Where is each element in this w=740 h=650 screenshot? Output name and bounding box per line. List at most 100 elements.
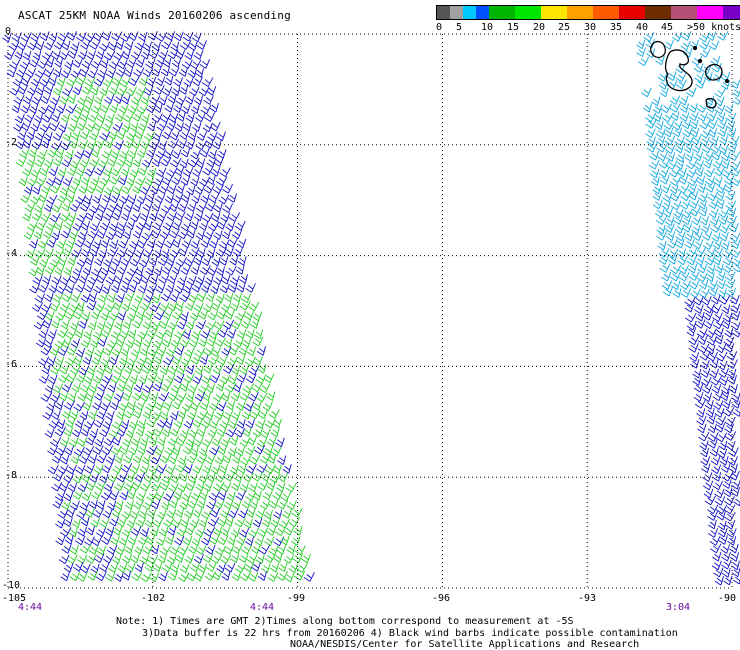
wind-barb (189, 562, 201, 572)
wind-barb (129, 256, 142, 267)
wind-barb (201, 418, 212, 429)
wind-barb (51, 202, 63, 213)
wind-barb (204, 454, 216, 465)
wind-barb (79, 112, 90, 122)
wind-barb (201, 535, 212, 546)
wind-barb (139, 346, 149, 357)
wind-barb (252, 336, 264, 347)
wind-barb (179, 337, 191, 348)
wind-barb (149, 364, 160, 375)
wind-barb (179, 130, 190, 140)
wind-barb (81, 472, 92, 483)
wind-barb (26, 130, 36, 140)
wind-barb (96, 545, 107, 556)
wind-barb (66, 554, 78, 564)
legend-label: 5 (456, 22, 463, 33)
wind-barb (104, 302, 116, 313)
wind-barb (171, 265, 181, 275)
wind-barb (210, 167, 221, 177)
wind-barb (193, 256, 203, 266)
wind-barb (59, 185, 70, 196)
wind-barb (145, 192, 155, 203)
wind-barb (34, 293, 46, 303)
wind-barb (661, 200, 671, 211)
wind-barb (18, 176, 28, 186)
wind-barb (257, 480, 269, 491)
wind-barb (682, 222, 692, 233)
wind-barb (67, 392, 77, 402)
wind-barb (202, 482, 213, 492)
wind-barb (115, 545, 126, 556)
wind-barb (94, 256, 105, 266)
wind-barb (165, 347, 177, 357)
wind-barb (57, 328, 69, 339)
wind-barb (100, 238, 110, 249)
wind-barb (55, 446, 67, 456)
wind-barb (116, 247, 128, 258)
wind-barb (129, 464, 141, 474)
wind-barb (672, 120, 683, 131)
wind-barb (702, 310, 714, 321)
wind-barb (162, 86, 173, 97)
wind-barb (195, 68, 204, 78)
wind-barb (39, 77, 51, 87)
wind-barb (170, 41, 180, 52)
wind-barb (93, 329, 103, 340)
wind-barb (155, 374, 165, 385)
wind-barb (224, 292, 234, 303)
wind-barb (134, 266, 144, 277)
wind-barb (231, 481, 241, 491)
wind-barb (152, 248, 162, 258)
wind-barb (223, 499, 234, 510)
wind-barb (112, 436, 122, 446)
wind-barb (136, 238, 148, 249)
wind-barb (257, 571, 268, 581)
wind-barb (179, 40, 192, 50)
wind-barb (248, 572, 259, 582)
wind-barb (270, 517, 281, 528)
wind-barb (72, 356, 83, 366)
wind-barb (670, 264, 682, 275)
wind-barb (151, 113, 163, 123)
wind-barb (251, 382, 263, 393)
wind-barb (99, 427, 111, 437)
wind-barb (669, 271, 681, 282)
wind-barb (183, 419, 194, 429)
wind-barb (153, 85, 165, 95)
wind-barb (696, 415, 707, 426)
wind-barb (216, 131, 226, 142)
wind-barb (165, 464, 176, 475)
wind-barb (37, 239, 49, 249)
wind-barb (732, 576, 740, 585)
wind-barb (686, 320, 697, 331)
wind-barb (55, 535, 66, 546)
wind-barb (235, 401, 246, 411)
wind-barb (148, 256, 158, 266)
wind-barb (237, 464, 247, 474)
wind-barb (60, 527, 72, 537)
wind-barb (116, 157, 128, 167)
wind-barb (161, 473, 173, 484)
wind-barb (206, 175, 216, 185)
wind-barb (135, 400, 146, 411)
wind-barb (208, 329, 220, 340)
wind-barb (184, 554, 195, 564)
wind-barb (713, 176, 723, 187)
wind-barb (671, 280, 681, 291)
wind-barb (699, 279, 709, 290)
wind-barb (59, 275, 72, 286)
wind-barb (58, 122, 68, 133)
wind-barb (157, 553, 167, 564)
wind-barb (77, 572, 88, 582)
wind-barb (47, 147, 58, 158)
wind-barb (226, 491, 236, 502)
wind-barb (675, 72, 687, 83)
wind-barb (220, 437, 231, 447)
wind-barb (61, 544, 72, 554)
wind-barb (102, 193, 111, 203)
wind-barb (219, 256, 229, 266)
wind-barb (148, 139, 161, 150)
wind-barb (111, 419, 124, 430)
wind-barb (684, 231, 694, 242)
wind-barb (721, 168, 733, 178)
